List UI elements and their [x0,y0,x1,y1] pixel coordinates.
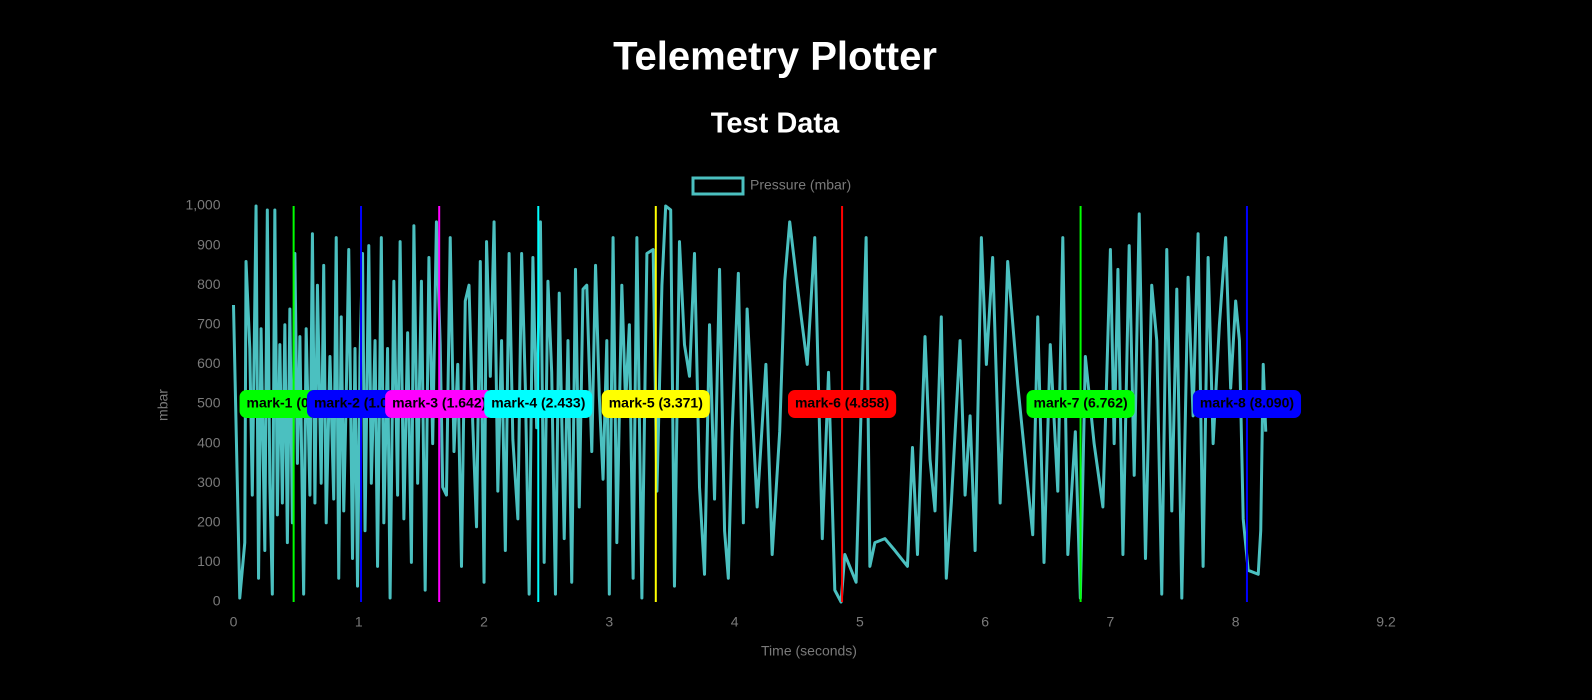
x-axis-title: Time (seconds) [761,643,857,659]
annotation-text: mark-2 (1.018) [314,395,408,411]
annotation-label: mark-8 (8.090) [1192,390,1302,418]
annotation-text: mark-4 (2.433) [491,395,585,411]
annotation-text: mark-8 (8.090) [1200,395,1294,411]
x-tick-label: 4 [731,614,739,630]
annotation-text: mark-3 (1.642) [392,395,486,411]
annotation-box [787,390,897,418]
y-tick-label: 0 [213,593,221,609]
y-tick-label: 200 [197,514,221,530]
annotation-label: mark-5 (3.371) [601,390,710,418]
y-tick-label: 900 [197,236,221,252]
annotation-box [484,390,593,418]
x-tick-label: 5 [856,614,864,630]
x-tick-label: 6 [981,614,989,630]
y-tick-label: 400 [197,434,221,450]
y-tick-label: 500 [197,395,221,411]
y-tick-label: 100 [197,553,221,569]
data-line [232,204,1268,604]
y-tick-label: 300 [197,474,221,490]
x-tick-label: 2 [480,614,488,630]
annotation-label: mark-3 (1.642) [385,390,494,418]
x-tick-label: 0 [230,614,238,630]
annotation-text: mark-7 (6.762) [1034,395,1128,411]
annotation-box [385,390,494,418]
annotation-text: mark-5 (3.371) [609,395,703,411]
annotation-text: mark-6 (4.858) [795,395,889,411]
x-tick-label: 7 [1107,614,1115,630]
x-tick-label: 9.2 [1376,614,1396,630]
y-tick-label: 1,000 [185,197,220,213]
x-tick-label: 1 [355,614,363,630]
legend: Pressure (mbar) [691,176,851,196]
x-tick-label: 3 [605,614,613,630]
annotation-label: mark-4 (2.433) [484,390,593,418]
y-tick-label: 700 [197,316,221,332]
y-axis-title: mbar [155,389,171,421]
y-tick-label: 800 [197,276,221,292]
annotation-box [601,390,710,418]
x-tick-label: 8 [1232,614,1240,630]
annotation-box [1192,390,1302,418]
legend-swatch [691,176,745,196]
legend-label: Pressure (mbar) [750,177,851,193]
annotation-label: mark-7 (6.762) [1026,390,1135,418]
chart-subtitle: Test Data [711,108,840,140]
y-tick-label: 600 [197,355,221,371]
annotation-label: mark-6 (4.858) [787,390,897,418]
chart-title: Telemetry Plotter [613,35,937,79]
annotation-box [1026,390,1135,418]
